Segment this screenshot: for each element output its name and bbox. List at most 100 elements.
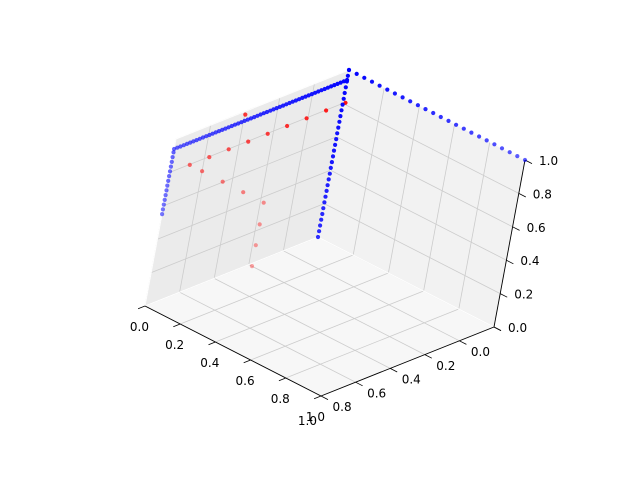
- x-tick: [459, 340, 467, 345]
- scatter-point: [197, 136, 202, 141]
- scatter-point: [245, 117, 250, 122]
- scatter-point: [499, 146, 505, 151]
- scatter-point: [258, 112, 263, 117]
- y-tick: [173, 323, 181, 328]
- x-tick: [424, 354, 432, 359]
- scatter-point: [342, 90, 347, 96]
- scatter-point: [322, 86, 327, 92]
- scatter-point: [423, 107, 428, 112]
- z-tick: [506, 259, 514, 265]
- scatter-point: [167, 174, 172, 179]
- z-axis-line: [493, 159, 526, 328]
- x-tick: [390, 368, 398, 373]
- scatter-point: [290, 99, 295, 104]
- scatter-point: [326, 177, 331, 182]
- scatter-point: [210, 131, 215, 136]
- x-tick: [320, 395, 329, 400]
- gridline-x-wall: [248, 97, 281, 265]
- scatter-point: [330, 154, 336, 159]
- scatter-point: [335, 81, 340, 86]
- scatter-point: [317, 229, 322, 234]
- scatter-point: [345, 77, 350, 83]
- scatter-point: [297, 97, 302, 102]
- y-tick: [313, 395, 322, 400]
- scatter-point: [337, 119, 342, 124]
- scatter-point: [320, 211, 325, 217]
- scatter-point: [243, 112, 248, 117]
- x-tick: [355, 381, 363, 387]
- scatter-point: [333, 142, 338, 147]
- scatter-point: [484, 138, 489, 143]
- scatter-point: [341, 96, 346, 101]
- scatter-point: [335, 131, 340, 136]
- pane-edge: [175, 69, 350, 140]
- scatter-point: [242, 118, 247, 123]
- scatter-point: [274, 106, 279, 111]
- scatter-point: [181, 143, 186, 148]
- gridline-x-floor: [248, 264, 425, 355]
- scatter-point: [166, 178, 171, 183]
- scatter-point: [293, 98, 298, 103]
- pane-edge: [317, 236, 495, 328]
- scatter-point: [191, 139, 196, 144]
- scatter-point: [255, 113, 260, 118]
- y-tick: [278, 377, 286, 382]
- scatter-point: [271, 107, 276, 112]
- scatter-point: [164, 188, 169, 193]
- scatter-point: [204, 134, 209, 139]
- gridline-y-floor: [180, 254, 354, 325]
- tick-labels: 0.0 0.0 0.0 0.2 0.2 0.2 0.4 0.4 0.4 0.6 0.6 0.6 0.8 0…: [130, 154, 558, 428]
- scatter-point: [329, 84, 334, 89]
- scatter-point: [178, 144, 183, 149]
- gridline-y-floor: [285, 308, 459, 379]
- scatter-point: [304, 116, 309, 121]
- gridline-z-left-wall: [151, 203, 325, 273]
- scatter-point: [207, 155, 212, 160]
- scatter-point: [236, 121, 241, 126]
- scatter-point: [220, 127, 225, 132]
- scatter-point: [408, 99, 413, 104]
- scatter-point: [438, 114, 443, 120]
- x-tick-label: 0.6: [367, 386, 386, 400]
- scatter-point: [170, 155, 175, 160]
- gridline-x-wall: [179, 125, 211, 293]
- scatter-point: [268, 108, 273, 113]
- scatter-point: [323, 194, 328, 199]
- scatter-point: [161, 202, 166, 207]
- scatter-point: [385, 87, 390, 92]
- scatter-point: [207, 132, 212, 138]
- scatter-point: [324, 108, 329, 113]
- scatter-point: [187, 162, 192, 167]
- x-tick-label: 0.0: [471, 345, 490, 359]
- scatter-point: [277, 104, 282, 109]
- scatter-point: [162, 197, 167, 202]
- scatter-point: [332, 83, 337, 88]
- scatter-point: [315, 234, 321, 240]
- gridline-z-right-wall: [342, 103, 519, 194]
- scatter-point: [507, 150, 512, 155]
- gridline-z-right-wall: [336, 136, 513, 228]
- scatter-point: [341, 79, 346, 84]
- scatter-point: [175, 145, 180, 150]
- gridline-y-wall: [352, 87, 385, 256]
- scatter-point: [328, 165, 333, 170]
- scatter-point: [321, 206, 326, 211]
- y-tick-label: 0.8: [271, 392, 290, 406]
- scatter-point: [338, 114, 343, 119]
- scatter-point: [200, 169, 205, 174]
- scatter-point: [226, 125, 231, 130]
- scatter-point: [239, 120, 244, 125]
- scatter-point: [339, 108, 344, 113]
- scatter-point: [343, 85, 348, 90]
- scatter-point: [163, 193, 168, 198]
- scatter-point: [461, 126, 466, 131]
- scatter-point: [200, 135, 206, 140]
- scatter-point: [316, 89, 321, 94]
- scatter-point: [354, 71, 359, 76]
- scatter-point: [160, 207, 165, 212]
- scatter-point: [264, 109, 270, 115]
- scatter-point: [168, 164, 173, 169]
- scatter-point: [477, 134, 482, 139]
- back-left-pane: [145, 70, 349, 306]
